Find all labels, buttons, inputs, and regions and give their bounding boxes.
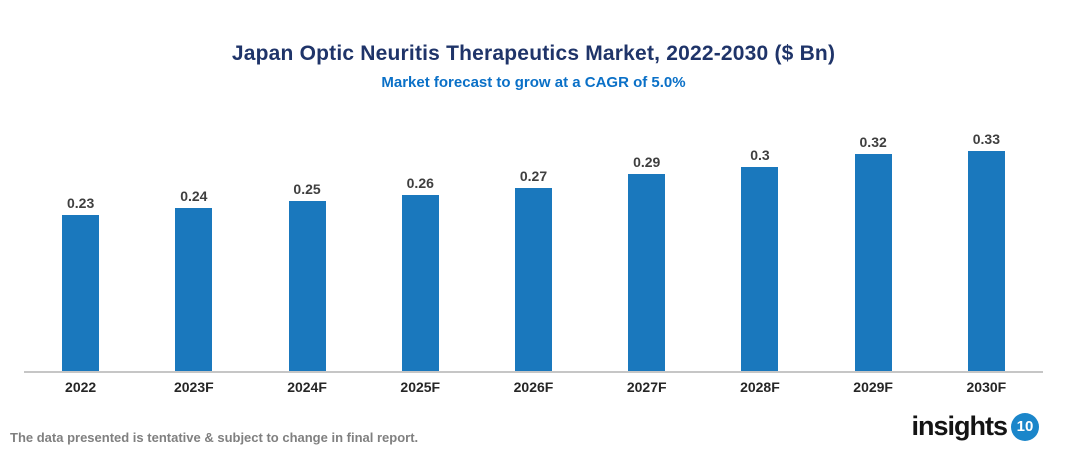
logo-badge-10: 10 [1011,412,1039,441]
bar-column: 0.25 [250,131,363,371]
x-axis-label: 2028F [740,379,780,395]
bar [514,188,552,371]
x-axis-label: 2030F [966,379,1007,395]
x-axis-label: 2027F [626,379,667,395]
x-axis-label: 2026F [513,379,554,395]
x-axis-label: 2024F [287,379,327,395]
x-axis-label: 2023F [173,379,214,395]
bar-value-label: 0.26 [406,175,434,191]
bar-column: 0.33 [930,131,1043,371]
bar-column: 0.24 [137,131,250,371]
x-axis-label: 2022 [65,379,97,395]
bar-column: 0.3 [703,131,816,371]
bar-column: 0.23 [24,131,137,371]
chart-title: Japan Optic Neuritis Therapeutics Market… [231,42,836,65]
bar [288,201,326,371]
insights10-logo: insights 10 [911,411,1039,442]
disclaimer-note: The data presented is tentative & subjec… [10,430,419,445]
bar-column: 0.29 [590,131,703,371]
bar [854,154,892,371]
bar [175,208,213,371]
bar-value-label: 0.33 [972,131,1000,147]
bar [741,167,779,371]
bar [401,195,439,371]
x-axis: 2022 2023F 2024F 2025F 2026F 2027F 2028F 2029F 2… [24,379,1043,395]
x-axis-label: 2025F [400,379,441,395]
bar-value-label: 0.23 [66,195,95,211]
plot-area: 0.23 0.24 0.25 0.26 0.27 0.29 0.3 0.32 0.33 [24,131,1043,373]
bar-value-label: 0.29 [633,154,661,170]
x-axis-label: 2029F [853,379,893,395]
bar-value-label: 0.24 [180,188,208,204]
bar-column: 0.26 [364,131,477,371]
bar [967,151,1005,371]
bar-value-label: 0.25 [293,181,321,197]
chart-subtitle: Market forecast to grow at a CAGR of 5.0… [381,74,686,91]
bar [628,174,666,371]
logo-wordmark: insights [911,411,1008,441]
bar-value-label: 0.27 [519,168,548,184]
bar-value-label: 0.3 [750,147,770,163]
bar-value-label: 0.32 [859,134,887,150]
bar-column: 0.32 [817,131,930,371]
bar [62,215,100,371]
bar-column: 0.27 [477,131,590,371]
